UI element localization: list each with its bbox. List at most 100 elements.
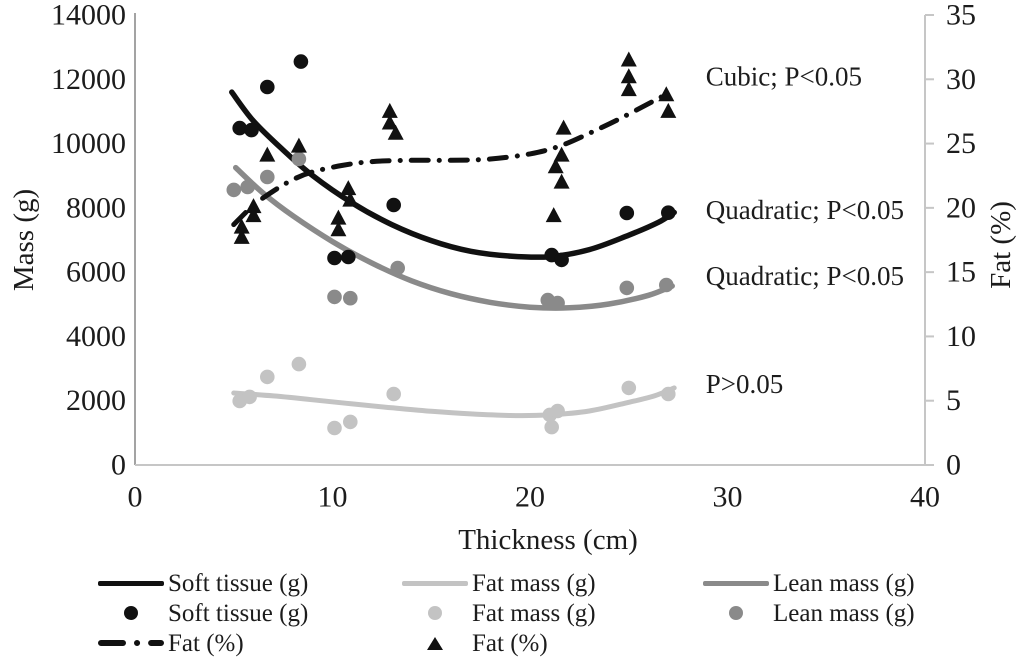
scatter-point-fat [381, 102, 398, 118]
annotation-quadratic-p-0-05: Quadratic; P<0.05 [706, 261, 904, 291]
x-tick-label: 40 [910, 481, 940, 514]
legend-column-3: Lean mass (g) Lean mass (g) [703, 568, 915, 628]
scatter-point-fat [330, 209, 347, 225]
scatter-point-lean-mass-g [550, 295, 565, 311]
scatter-point-fat [387, 124, 404, 140]
legend-item-lean-mass-g-line: Lean mass (g) [703, 568, 915, 598]
legend-swatch-triangle-icon [402, 636, 468, 650]
x-tick-label: 10 [318, 481, 348, 514]
y-left-tick-label: 10000 [51, 127, 126, 160]
line-swatch-icon [402, 580, 468, 586]
scatter-point-lean-mass-g [240, 179, 255, 195]
y-right-tick-label: 30 [946, 63, 976, 96]
scatter-point-fat [340, 180, 357, 196]
trend-line-fat-dashdot [231, 89, 673, 228]
scatter-point-fat [245, 198, 262, 214]
legend-label: Fat mass (g) [472, 569, 596, 597]
scatter-point-soft-tissue-g [260, 79, 275, 95]
dot-swatch-icon [428, 606, 442, 620]
scatter-point-fat [233, 218, 250, 234]
scatter-point-soft-tissue-g [244, 122, 259, 138]
scatter-point-lean-mass-g [343, 290, 358, 306]
legend-item-fat-mass-g-dot: Fat mass (g) [402, 598, 596, 628]
legend-label: Soft tissue (g) [168, 569, 309, 597]
y-axis-left-title: Mass (g) [8, 189, 40, 291]
legend-column-1: Soft tissue (g) Soft tissue (g) Fat (%) [98, 568, 308, 658]
trend-line-lean-mass-g [232, 164, 675, 311]
scatter-point-soft-tissue-g [293, 54, 309, 69]
legend-item-fat-triangle: Fat (%) [402, 628, 596, 658]
legend-item-fat-dashdot: Fat (%) [98, 628, 308, 658]
scatter-point-lean-mass-g [226, 182, 242, 198]
scatter-point-soft-tissue-g [619, 205, 635, 221]
scatter-point-fat-mass-g [661, 386, 676, 402]
legend-swatch-line-icon [98, 580, 164, 586]
legend-label: Lean mass (g) [773, 569, 915, 597]
scatter-point-fat-mass-g [291, 356, 307, 372]
legend-swatch-dot-icon [98, 606, 164, 620]
trend-line-fat-mass-g [231, 385, 677, 419]
y-left-tick-label: 0 [111, 449, 126, 482]
scatter-point-fat [620, 68, 637, 84]
y-left-tick-label: 12000 [51, 63, 126, 96]
scatter-point-soft-tissue-g [341, 249, 356, 265]
annotation-quadratic-p-0-05: Quadratic; P<0.05 [706, 195, 904, 225]
triangle-swatch-icon [427, 636, 443, 650]
scatter-point-fat [658, 86, 675, 102]
scatter-point-fat [553, 146, 570, 162]
scatter-point-lean-mass-g [659, 277, 674, 293]
annotation-p-0-05: P>0.05 [706, 369, 784, 399]
y-left-tick-label: 4000 [66, 320, 126, 353]
scatter-point-fat [342, 191, 359, 207]
y-right-tick-label: 5 [946, 384, 961, 417]
legend-label: Lean mass (g) [773, 599, 915, 627]
scatter-point-soft-tissue-g [232, 120, 247, 136]
legend-label: Fat (%) [472, 629, 548, 657]
chart-legend: Soft tissue (g) Soft tissue (g) Fat (%) Fat… [0, 568, 1024, 664]
scatter-point-fat [233, 228, 250, 244]
x-axis-title: Thickness (cm) [458, 524, 638, 556]
dot-swatch-icon [729, 606, 743, 620]
legend-item-lean-mass-g-dot: Lean mass (g) [703, 598, 915, 628]
scatter-point-fat [547, 158, 564, 174]
scatter-point-fat [553, 173, 570, 189]
legend-swatch-dot-icon [402, 606, 468, 620]
legend-label: Soft tissue (g) [168, 599, 309, 627]
legend-item-soft-tissue-g-dot: Soft tissue (g) [98, 598, 308, 628]
scatter-point-fat [381, 114, 398, 130]
x-tick-label: 0 [128, 481, 143, 514]
annotation-cubic-p-0-05: Cubic; P<0.05 [706, 62, 862, 92]
scatter-point-lean-mass-g [260, 169, 275, 185]
scatter-point-fat-mass-g [621, 380, 637, 396]
line-swatch-icon [703, 580, 769, 586]
scatter-point-fat [620, 51, 637, 67]
scatter-point-lean-mass-g [327, 289, 342, 305]
scatter-point-fat [259, 146, 276, 162]
scatter-point-fat [290, 137, 307, 153]
scatter-point-lean-mass-g [291, 151, 307, 167]
legend-column-2: Fat mass (g) Fat mass (g) Fat (%) [402, 568, 596, 658]
legend-label: Fat (%) [168, 629, 244, 657]
x-tick-label: 30 [713, 481, 743, 514]
line-swatch-icon [98, 580, 164, 586]
dashdot-swatch-icon [98, 640, 164, 646]
scatter-point-fat-mass-g [550, 403, 565, 419]
legend-swatch-dashdot-icon [98, 638, 164, 648]
scatter-point-fat [330, 221, 347, 237]
y-right-tick-label: 0 [946, 449, 961, 482]
legend-item-soft-tissue-g-line: Soft tissue (g) [98, 568, 308, 598]
scatter-point-fat-mass-g [544, 419, 559, 435]
y-axis-right-title: Fat (%) [985, 201, 1017, 289]
legend-label: Fat mass (g) [472, 599, 596, 627]
y-left-tick-label: 14000 [51, 0, 126, 32]
scatter-point-fat-mass-g [242, 389, 257, 405]
scatter-point-fat [545, 207, 562, 223]
scatter-point-fat-mass-g [260, 369, 275, 385]
scatter-point-fat-mass-g [327, 420, 342, 436]
y-right-tick-label: 20 [946, 191, 976, 224]
y-left-tick-label: 2000 [66, 384, 126, 417]
legend-swatch-dot-icon [703, 606, 769, 620]
x-tick-label: 20 [515, 481, 545, 514]
